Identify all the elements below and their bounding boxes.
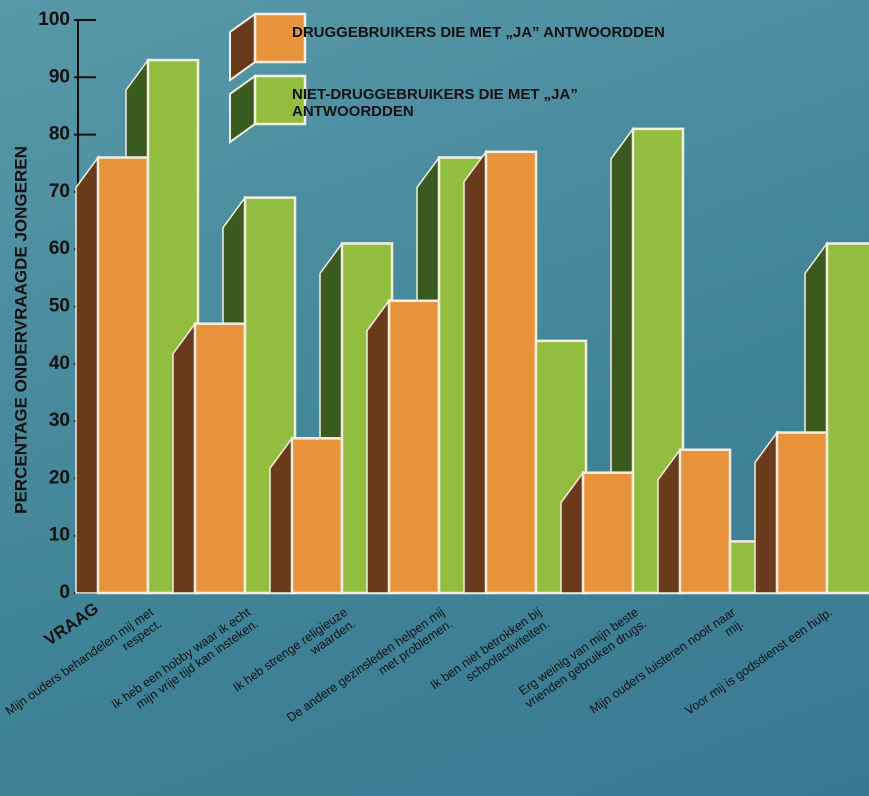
legend-swatch bbox=[253, 12, 307, 64]
legend-swatch bbox=[253, 74, 307, 126]
y-tick-label: 100 bbox=[38, 9, 70, 30]
bar-side bbox=[172, 321, 196, 594]
bar bbox=[387, 299, 441, 595]
bar bbox=[290, 437, 344, 595]
y-tick-label: 10 bbox=[49, 525, 70, 546]
bar bbox=[96, 156, 150, 595]
y-tick-label: 30 bbox=[49, 410, 70, 431]
y-tick-label: 60 bbox=[49, 238, 70, 259]
bar bbox=[775, 431, 829, 595]
bar bbox=[825, 242, 869, 595]
bar-side bbox=[366, 298, 390, 594]
y-axis-title: PERCENTAGE ONDERVRAAGDE JONGEREN bbox=[11, 146, 30, 514]
bar bbox=[678, 448, 732, 595]
bar bbox=[581, 471, 635, 595]
legend-label: NIET-DRUGGEBRUIKERS DIE MET „JA” ANTWOOR… bbox=[292, 86, 578, 120]
y-tick-label: 20 bbox=[49, 467, 70, 488]
y-tick-label: 0 bbox=[59, 582, 70, 603]
y-tick-label: 80 bbox=[49, 124, 70, 145]
legend-swatch-side bbox=[229, 12, 256, 82]
bar-side bbox=[75, 155, 99, 594]
y-tick-label: 40 bbox=[49, 353, 70, 374]
y-tick-label: 50 bbox=[49, 296, 70, 317]
y-tick-label: 70 bbox=[49, 181, 70, 202]
bar bbox=[193, 322, 247, 595]
legend-swatch-side bbox=[229, 74, 256, 144]
bar bbox=[484, 150, 538, 595]
legend-label: DRUGGEBRUIKERS DIE MET „JA” ANTWOORDDEN bbox=[292, 24, 665, 41]
y-tick-label: 90 bbox=[49, 66, 70, 87]
bar-side bbox=[463, 149, 487, 594]
bar-side bbox=[754, 430, 778, 594]
